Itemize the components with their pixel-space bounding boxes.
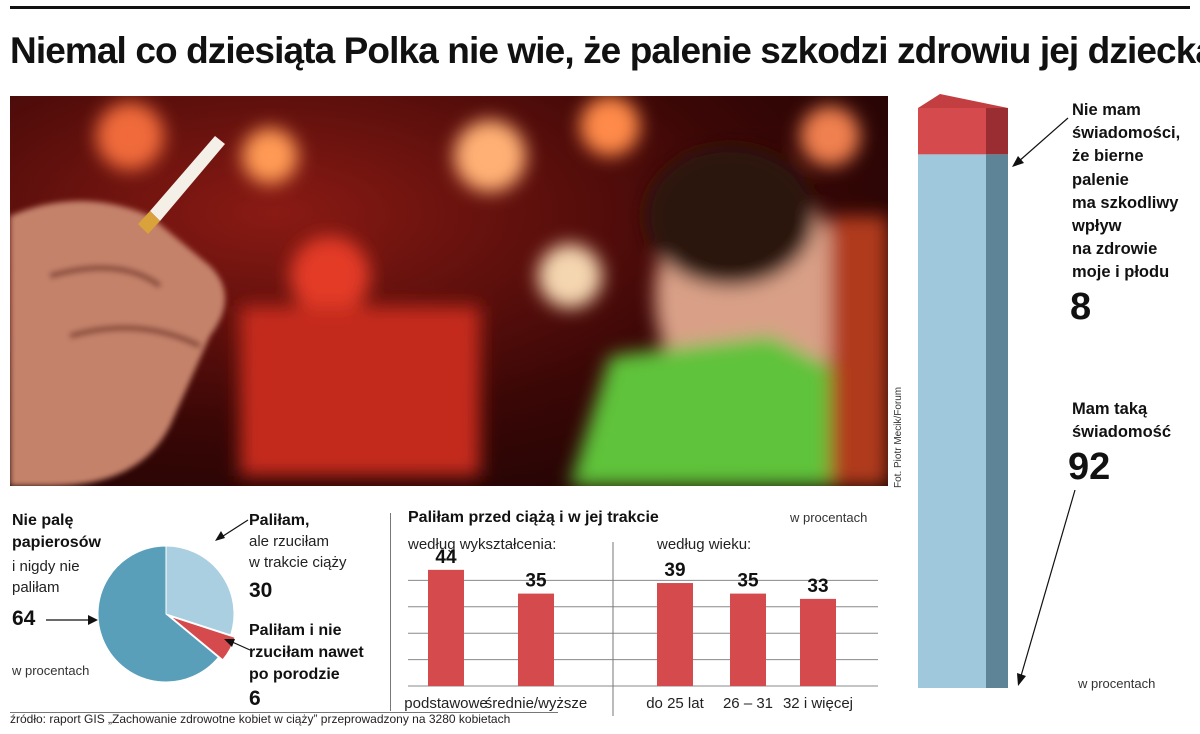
bar-top-face: [918, 94, 1008, 108]
bar-value-label: 44: [435, 547, 457, 568]
pie-label-never: Nie palę papierosów: [12, 512, 101, 551]
bar-value-label: 35: [737, 571, 759, 592]
leader-arrow-quit: [215, 519, 249, 541]
pie-slice-quit: [165, 545, 235, 636]
bar-category-label: podstawowe: [404, 695, 487, 712]
value-awareness: 92: [1068, 446, 1111, 488]
photo-smoking-woman: [10, 96, 888, 486]
leader-arrow-not-quit: [224, 639, 251, 651]
bar-2: [657, 583, 693, 686]
pie-slice-not-quit: [170, 615, 236, 661]
cigarette-icon: [150, 136, 225, 221]
bar-value-label: 33: [807, 576, 828, 597]
pie-bar-divider: [390, 513, 391, 711]
bar-category-label: średnie/wyższe: [485, 695, 588, 712]
pie-value-quit: 30: [249, 579, 273, 602]
photo-credit: Fot. Piotr Mecik/Forum: [893, 386, 904, 488]
pie-unit: w procentach: [12, 663, 90, 678]
source-rule: [10, 712, 558, 713]
bar-3: [730, 593, 766, 686]
bar-no-awareness: [918, 108, 986, 155]
bar-group-education: według wykształcenia:: [408, 536, 557, 553]
pie-label-not-quit: Paliłam i nie rzuciłam nawet po porodzie: [249, 622, 364, 683]
bar-chart-unit: w procentach: [790, 510, 868, 525]
value-no-awareness: 8: [1070, 286, 1092, 328]
label-no-awareness: Nie mam świadomości, że bierne palenie m…: [1072, 101, 1181, 282]
photo-illustration: [10, 96, 888, 486]
bar-category-label: 26 – 31: [723, 695, 773, 712]
bar-value-label: 39: [664, 560, 685, 581]
leader-arrow-never: [46, 615, 98, 625]
bar-1: [518, 593, 554, 686]
bar-category-label: do 25 lat: [646, 695, 704, 712]
leader-arrow-awareness: [1017, 489, 1076, 686]
leader-arrow-no-awareness: [1012, 117, 1069, 167]
bar-awareness-side: [986, 154, 1008, 688]
awareness-unit: w procentach: [1078, 676, 1156, 691]
bar-category-label: 32 i więcej: [783, 695, 853, 712]
pie-label-never-sub: i nigdy nie paliłam: [12, 558, 80, 596]
top-rule: [10, 6, 1190, 9]
source-note: źródło: raport GIS „Zachowanie zdrowotne…: [10, 712, 511, 726]
bar-value-label: 35: [525, 571, 547, 592]
awareness-bar-chart: [918, 94, 1008, 688]
pie-value-never: 64: [12, 607, 36, 630]
page-title: Niemal co dziesiąta Polka nie wie, że pa…: [10, 30, 1200, 71]
bar-group-age: według wieku:: [657, 536, 752, 553]
label-awareness: Mam taką świadomość: [1072, 400, 1172, 442]
smoking-status-pie: [97, 545, 236, 683]
bar-awareness: [918, 154, 986, 688]
bar-chart-title: Paliłam przed ciążą i w jej trakcie: [408, 509, 659, 526]
pie-label-quit: Paliłam, ale rzuciłam w trakcie ciąży: [249, 512, 347, 571]
pie-value-not-quit: 6: [249, 687, 261, 710]
bar-0: [428, 569, 464, 686]
bar-no-awareness-side: [986, 108, 1008, 155]
smoking-bar-chart: 44 podstawowe 35 średnie/wyższe 39 do 25 lat 3…: [404, 542, 878, 716]
bar-4: [800, 598, 836, 686]
pie-slice-never: [97, 545, 220, 683]
